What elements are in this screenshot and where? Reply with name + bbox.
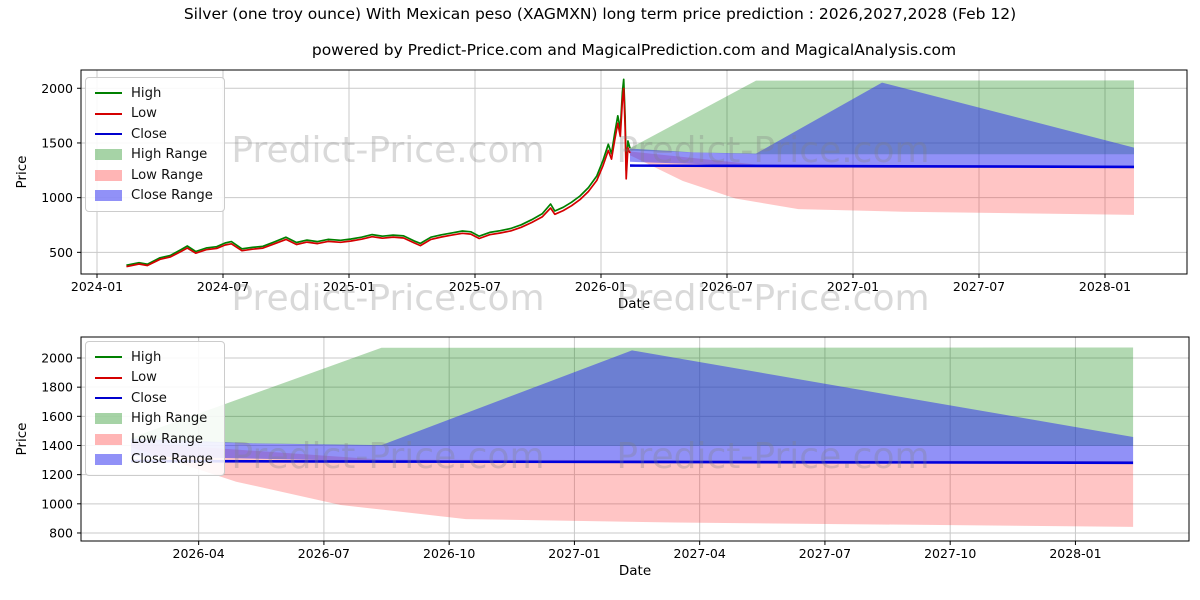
y-tick-label: 1200 (41, 467, 73, 482)
x-tick-label: 2024-07 (197, 279, 249, 294)
legend-line-sample (95, 376, 122, 379)
watermark-text: Predict-Price.com (231, 278, 544, 319)
axis-spine (80, 336, 1190, 542)
y-tick-label: 1500 (41, 135, 73, 150)
x-tick-label: 2025-07 (449, 279, 501, 294)
legend-item-close: Close (95, 124, 213, 145)
legend-label: High (131, 349, 162, 365)
legend-patch-sample (95, 433, 122, 445)
legend-label: Low Range (131, 167, 203, 183)
legend-label: Low Range (131, 431, 203, 447)
legend-item-low-range: Low Range (95, 165, 213, 186)
legend-item-high: High (95, 347, 213, 368)
x-tick-label: 2025-01 (323, 279, 375, 294)
legend-label: Close Range (131, 188, 213, 204)
legend-item-high-range: High Range (95, 145, 213, 166)
y-tick-label: 1000 (41, 496, 73, 511)
close-range-band (131, 350, 1134, 462)
x-tick-label: 2026-01 (575, 279, 627, 294)
y-tick-label: 800 (49, 525, 73, 540)
y-tick-label: 1600 (41, 409, 73, 424)
x-tick-label: 2026-04 (173, 546, 225, 561)
close-line (130, 459, 1134, 465)
x-tick-label: 2026-10 (423, 546, 475, 561)
low-line (126, 87, 631, 268)
legend-item-low: Low (95, 104, 213, 125)
x-tick-label: 2026-07 (298, 546, 350, 561)
legend-item-close: Close (95, 388, 213, 409)
page-title: Silver (one troy ounce) With Mexican pes… (183, 5, 1017, 23)
x-tick-label: 2027-10 (924, 546, 976, 561)
legend-item-low-range: Low Range (95, 429, 213, 450)
legend-label: Close Range (131, 452, 213, 468)
page-subtitle: powered by Predict-Price.com and Magical… (311, 41, 957, 59)
x-tick-label: 2024-01 (71, 279, 123, 294)
legend-item-close-range: Close Range (95, 186, 213, 207)
legend-patch-sample (95, 454, 122, 466)
x-tick-label: 2028-01 (1049, 546, 1101, 561)
legend-bottom-chart: High Low Close High Range Low Range Close Ran… (85, 341, 225, 476)
legend-label: Low (131, 370, 157, 386)
legend-label: Low (131, 106, 157, 122)
legend-label: High (131, 85, 162, 101)
legend-item-low: Low (95, 368, 213, 389)
high-line (126, 78, 631, 267)
x-tick-label: 2027-04 (674, 546, 726, 561)
legend-label: High Range (131, 411, 208, 427)
y-tick-label: 500 (49, 245, 73, 260)
legend-patch-sample (95, 413, 122, 425)
close-line (629, 164, 1135, 169)
x-tick-label: 2028-01 (1079, 279, 1131, 294)
legend-item-high-range: High Range (95, 409, 213, 430)
legend-item-close-range: Close Range (95, 450, 213, 471)
legend-line-sample (95, 133, 122, 136)
y-tick-label: 2000 (41, 350, 73, 365)
axis-spine (80, 69, 1188, 275)
legend-patch-sample (95, 190, 122, 202)
x-axis-label: Date (619, 563, 651, 579)
watermark-text: Predict-Price.com (231, 130, 544, 171)
close-range-band (630, 82, 1134, 167)
y-tick-label: 2000 (41, 81, 73, 96)
x-tick-label: 2027-07 (799, 546, 851, 561)
y-tick-label: 1800 (41, 380, 73, 395)
y-axis-label: Price (14, 423, 30, 456)
x-tick-label: 2027-01 (548, 546, 600, 561)
legend-line-sample (95, 112, 122, 115)
y-tick-label: 1000 (41, 190, 73, 205)
watermark-text: Predict-Price.com (616, 130, 929, 171)
legend-line-sample (95, 92, 122, 95)
x-tick-label: 2027-01 (827, 279, 879, 294)
legend-patch-sample (95, 149, 122, 161)
x-axis-label: Date (618, 296, 650, 312)
watermark-text: Predict-Price.com (616, 278, 929, 319)
legend-patch-sample (95, 169, 122, 181)
watermark-text: Predict-Price.com (231, 436, 544, 477)
legend-label: Close (131, 390, 167, 406)
legend-top-chart: High Low Close High Range Low Range Close Ran… (85, 77, 225, 212)
legend-label: Close (131, 126, 167, 142)
legend-line-sample (95, 397, 122, 400)
legend-label: High Range (131, 147, 208, 163)
x-tick-label: 2027-07 (953, 279, 1005, 294)
legend-line-sample (95, 356, 122, 359)
y-axis-label: Price (14, 156, 30, 189)
legend-item-high: High (95, 83, 213, 104)
x-tick-label: 2026-07 (701, 279, 753, 294)
y-tick-label: 1400 (41, 438, 73, 453)
watermark-text: Predict-Price.com (616, 436, 929, 477)
